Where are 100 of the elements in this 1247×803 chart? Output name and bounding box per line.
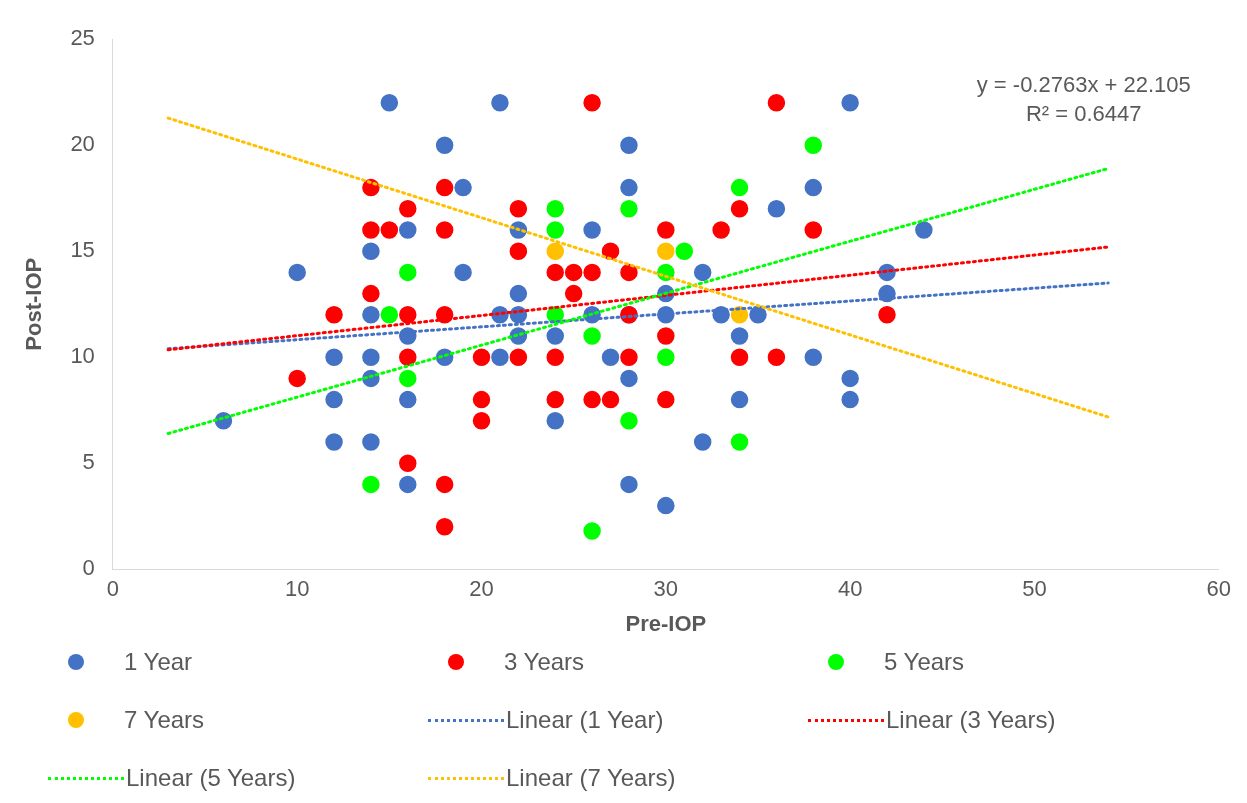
legend-label: 5 Years	[884, 648, 965, 676]
x-tick-label: 20	[469, 576, 494, 602]
point	[730, 348, 749, 366]
point	[601, 242, 620, 260]
point	[509, 242, 528, 260]
point	[546, 390, 564, 409]
point	[878, 306, 896, 324]
point	[767, 94, 786, 112]
point	[380, 94, 399, 112]
point	[546, 221, 564, 239]
point	[915, 221, 933, 239]
point	[657, 242, 675, 260]
point	[435, 518, 454, 536]
x-tick-label: 50	[1022, 576, 1047, 602]
point	[693, 263, 712, 282]
point	[712, 221, 730, 239]
point	[399, 306, 417, 324]
point	[399, 369, 417, 388]
point	[399, 454, 417, 472]
y-tick-label: 20	[70, 131, 95, 157]
point	[362, 306, 380, 324]
point	[804, 221, 823, 239]
point	[546, 327, 564, 345]
annotation: R² = 0.6447	[1025, 101, 1142, 127]
point	[620, 263, 638, 282]
point	[399, 390, 417, 409]
point	[767, 348, 786, 366]
point	[730, 327, 749, 345]
point	[841, 369, 859, 388]
x-tick-label: 10	[284, 576, 310, 602]
point	[730, 433, 749, 451]
point	[657, 221, 675, 239]
point	[804, 348, 823, 366]
point	[454, 178, 472, 197]
point	[657, 327, 675, 345]
point	[693, 433, 712, 451]
point	[601, 390, 620, 409]
point	[730, 200, 749, 218]
legend-label: 1 Year	[124, 648, 193, 676]
point	[546, 263, 564, 282]
point	[564, 284, 583, 303]
point	[491, 94, 509, 112]
point	[362, 221, 380, 239]
x-tick-label: 0	[106, 576, 119, 602]
point	[362, 348, 380, 366]
point	[472, 390, 491, 409]
point	[325, 433, 343, 451]
point	[620, 412, 638, 430]
point	[325, 390, 343, 409]
point	[583, 390, 601, 409]
x-tick-label: 30	[653, 576, 679, 602]
x-tick-label: 60	[1206, 576, 1232, 602]
y-tick-label: 10	[70, 343, 95, 369]
point	[583, 522, 601, 540]
point	[380, 221, 399, 239]
point	[804, 178, 823, 197]
point	[804, 136, 823, 154]
point	[362, 284, 380, 303]
point	[583, 327, 601, 345]
point	[472, 412, 491, 430]
point	[546, 348, 564, 366]
point	[767, 200, 786, 218]
point	[730, 390, 749, 409]
point	[435, 178, 454, 197]
point	[509, 284, 528, 303]
point	[399, 263, 417, 282]
point	[435, 221, 454, 239]
x-axis-title: Pre-IOP	[625, 610, 707, 636]
point	[509, 200, 528, 218]
y-tick-label: 5	[82, 449, 95, 475]
annotation: y = -0.2763x + 22.105	[976, 72, 1191, 98]
point	[454, 263, 472, 282]
point	[675, 242, 693, 260]
point	[546, 200, 564, 218]
point	[362, 475, 380, 494]
point	[325, 306, 343, 324]
point	[620, 136, 638, 154]
point	[841, 390, 859, 409]
point	[620, 369, 638, 388]
point	[362, 242, 380, 260]
point	[620, 200, 638, 218]
legend-label: Linear (7 Years)	[506, 764, 676, 792]
y-tick-label: 15	[70, 237, 95, 263]
point	[620, 178, 638, 197]
point	[620, 475, 638, 494]
point	[546, 412, 564, 430]
point	[583, 263, 601, 282]
point	[509, 348, 528, 366]
point	[399, 348, 417, 366]
point	[564, 263, 583, 282]
point	[399, 200, 417, 218]
point	[362, 433, 380, 451]
legend-label: Linear (5 Years)	[126, 764, 296, 792]
point	[657, 348, 675, 366]
y-axis-title: Post-IOP	[21, 257, 47, 351]
point	[841, 94, 859, 112]
x-tick-label: 40	[837, 576, 863, 602]
point	[657, 496, 675, 515]
y-tick-label: 25	[70, 25, 95, 51]
point	[546, 242, 564, 260]
